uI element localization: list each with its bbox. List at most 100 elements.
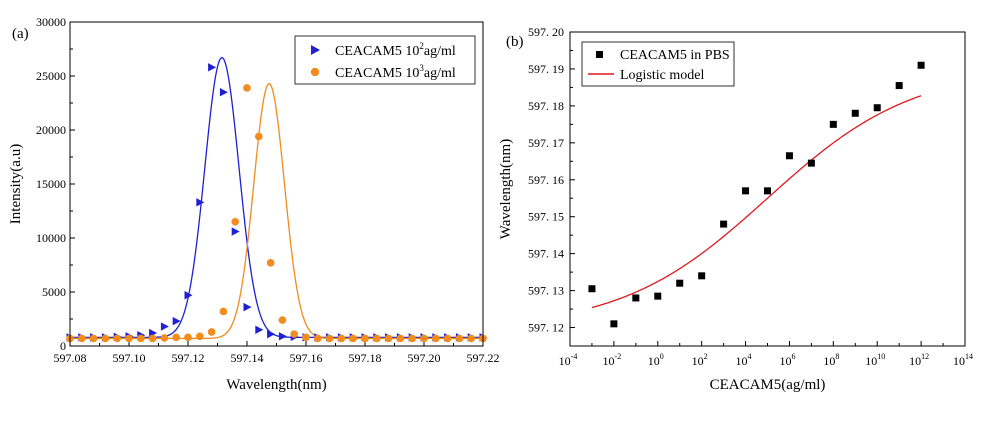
panel-b-point: [588, 285, 596, 293]
panel-b-x-tick-label: 10-2: [603, 352, 622, 368]
panel-b-x-tick-label: 102: [692, 352, 708, 368]
panel-a-y-tick-label: 15000: [36, 177, 66, 191]
panel-a-point-series-2: [408, 334, 417, 343]
panel-a-point-series-1: [160, 322, 169, 331]
panel-b-x-tick-label: 100: [648, 352, 664, 368]
panel-b-point: [917, 61, 925, 69]
panel-a-point-series-1: [172, 316, 181, 326]
panel-a-fit-line-1: [70, 56, 483, 339]
panel-b-point: [698, 272, 706, 280]
panel-a-point-series-2: [467, 334, 476, 343]
panel-a-point-series-2: [290, 330, 299, 338]
panel-b-legend: CEACAM5 in PBS Logistic model: [581, 41, 735, 87]
panel-b-marks: [588, 61, 925, 328]
panel-b-point: [610, 320, 618, 328]
panel-a-point-series-1: [255, 325, 264, 334]
panel-a-point-series-2: [78, 334, 86, 343]
panel-a-legend: CEACAM5 102ag/ml CEACAM5 103ag/ml: [294, 35, 476, 85]
panel-b-y-tick-label: 597. 12: [528, 321, 564, 335]
panel-b-legend-box: [581, 41, 735, 87]
panel-a-point-series-2: [361, 334, 369, 343]
panel-a-y-tick-label: 25000: [36, 69, 66, 83]
panel-b-x-tick-label: 108: [823, 352, 839, 368]
panel-b-point: [873, 104, 881, 112]
panel-b-point: [764, 187, 771, 195]
panel-a-legend-marker-2: [310, 67, 320, 77]
panel-a-plot-frame: [69, 21, 484, 347]
panel-a-point-series-2: [455, 334, 464, 343]
panel-a-point-series-1: [231, 227, 240, 236]
panel-b-y-axis-label: Wavelength(nm): [498, 139, 514, 239]
panel-b-point: [829, 120, 837, 128]
panel-a-point-series-2: [125, 334, 133, 343]
panel-b-y-tick-label: 597. 20: [528, 25, 564, 39]
panel-a-point-series-1: [219, 88, 228, 97]
panel-b-logistic-fit-line: [591, 95, 922, 309]
panel-a-y-tick-label: 20000: [36, 123, 66, 137]
panel-a-point-series-2: [207, 328, 216, 336]
panel-a-axes: 597.08 597.10 597.12 597.14 597.16 597.18 597.…: [36, 15, 500, 365]
panel-a-x-tick-label: 597.10: [113, 351, 146, 365]
panel-a-point-series-2: [160, 334, 169, 342]
panel-b-axes: 10-4 10-2 100 102 104 106 108 1010 1012 1014 597. …: [528, 25, 973, 368]
panel-b-y-tick-label: 597. 14: [528, 247, 564, 261]
panel-a-point-series-2: [396, 334, 405, 343]
panel-a-point-series-2: [278, 316, 287, 324]
panel-b-x-tick-label: 10-4: [559, 352, 578, 368]
panel-a-x-axis-label: Wavelength(nm): [226, 377, 326, 393]
panel-a-legend-label-2: CEACAM5 103ag/ml: [335, 63, 456, 81]
panel-a-point-series-2: [184, 333, 192, 342]
panel-a-point-series-2: [337, 334, 346, 343]
panel-a-x-tick-label: 597.22: [467, 351, 500, 365]
panel-a-point-series-1: [184, 291, 193, 300]
panel-b-label: (b): [506, 34, 524, 50]
panel-a-legend-label-1: CEACAM5 102ag/ml: [335, 41, 456, 59]
panel-b-point: [720, 220, 728, 228]
panel-a-y-axis-label: Intensity(a.u): [8, 144, 24, 224]
panel-b-legend-label-1: CEACAM5 in PBS: [620, 48, 730, 63]
panel-b-y-tick-label: 597. 16: [528, 173, 564, 187]
panel-a-y-tick-label: 30000: [36, 15, 66, 29]
panel-b-x-tick-label: 106: [779, 352, 795, 368]
panel-b-y-tick-label: 597. 15: [528, 210, 564, 224]
panel-a-point-series-1: [267, 329, 276, 339]
panel-a-point-series-2: [101, 334, 110, 343]
panel-b-legend-marker-1: [596, 51, 603, 58]
panel-a-point-series-2: [254, 132, 263, 141]
panel-a-point-series-2: [349, 334, 358, 343]
panel-a-point-series-2: [196, 332, 204, 341]
panel-a-point-series-1: [208, 63, 217, 72]
panel-a-point-series-1: [278, 332, 287, 341]
panel-a-marks: [66, 56, 488, 343]
panel-a-point-series-2: [314, 334, 322, 343]
panel-a-y-tick-label: 5000: [42, 285, 66, 299]
panel-b-wavelength-chart: (b) 10-4 10-2 100 102 104 106 108 1010 1012 1014 5…: [498, 25, 973, 393]
panel-a-x-tick-label: 597.18: [349, 351, 382, 365]
panel-b-x-tick-label: 104: [736, 352, 752, 368]
panel-a-point-series-2: [325, 334, 334, 343]
panel-a-y-tick-label: 10000: [36, 231, 66, 245]
panel-a-y-tick-label: 0: [60, 339, 66, 353]
panel-b-point: [785, 152, 793, 160]
panel-b-point: [676, 279, 684, 287]
panel-b-point: [654, 292, 662, 300]
panel-a-point-series-2: [302, 333, 310, 342]
panel-a-point-series-2: [219, 307, 228, 316]
panel-b-y-tick-label: 597. 19: [528, 62, 564, 76]
panel-a-point-series-2: [148, 334, 157, 343]
panel-b-point: [632, 294, 640, 302]
panel-a-fit-line-2: [70, 82, 483, 340]
panel-a-legend-marker-1: [311, 45, 320, 55]
panel-a-point-series-2: [266, 259, 275, 267]
panel-a-intensity-chart: (a) 597.08 597.10 597.12 597.14 597.16 597.18…: [8, 15, 500, 393]
panel-b-x-axis-label: CEACAM5(ag/ml): [710, 377, 826, 393]
panel-a-point-series-2: [384, 334, 393, 343]
panel-a-point-series-1: [196, 198, 205, 207]
panel-b-legend-label-2: Logistic model: [620, 68, 704, 83]
panel-b-point: [807, 159, 815, 167]
panel-a-point-series-2: [420, 334, 428, 343]
panel-a-point-series-2: [432, 334, 440, 343]
panel-a-x-tick-label: 597.20: [408, 351, 441, 365]
panel-a-x-tick-label: 597.14: [231, 351, 264, 365]
